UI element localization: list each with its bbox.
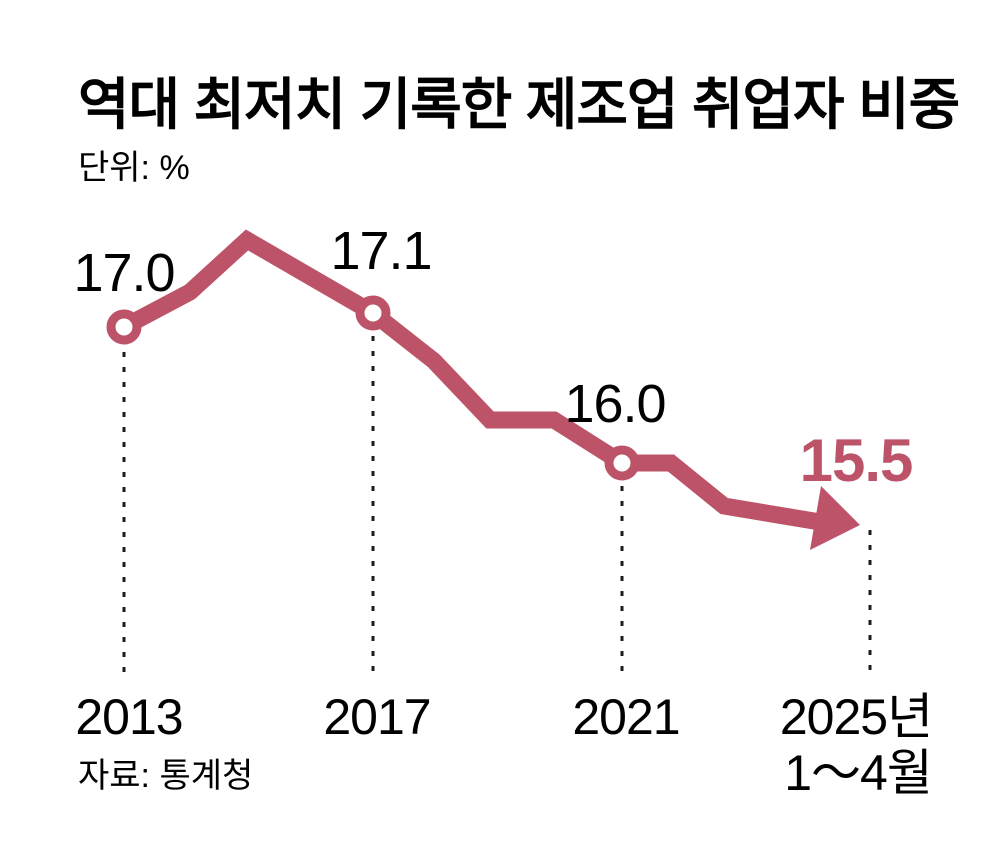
value-label-2025: 15.5 — [800, 427, 913, 494]
x-label-2021: 2021 — [572, 689, 679, 745]
value-label-2017: 17.1 — [330, 221, 431, 281]
trend-line — [120, 229, 822, 531]
marker-2013 — [106, 309, 142, 345]
x-label-2025: 2025년 — [780, 689, 932, 745]
value-label-2021: 16.0 — [564, 374, 665, 434]
x-sublabel-2025: 1～4월 — [784, 745, 932, 801]
marker-2017 — [355, 295, 391, 331]
x-label-2017: 2017 — [323, 689, 430, 745]
chart-title: 역대 최저치 기록한 제조업 취업자 비중 — [78, 73, 960, 136]
trend-arrowhead-icon — [810, 486, 860, 550]
unit-label: 단위: % — [78, 149, 190, 187]
source-label: 자료: 통계청 — [78, 757, 254, 795]
x-label-2013: 2013 — [75, 689, 182, 745]
marker-2021 — [604, 445, 640, 481]
value-label-2013: 17.0 — [73, 243, 174, 303]
